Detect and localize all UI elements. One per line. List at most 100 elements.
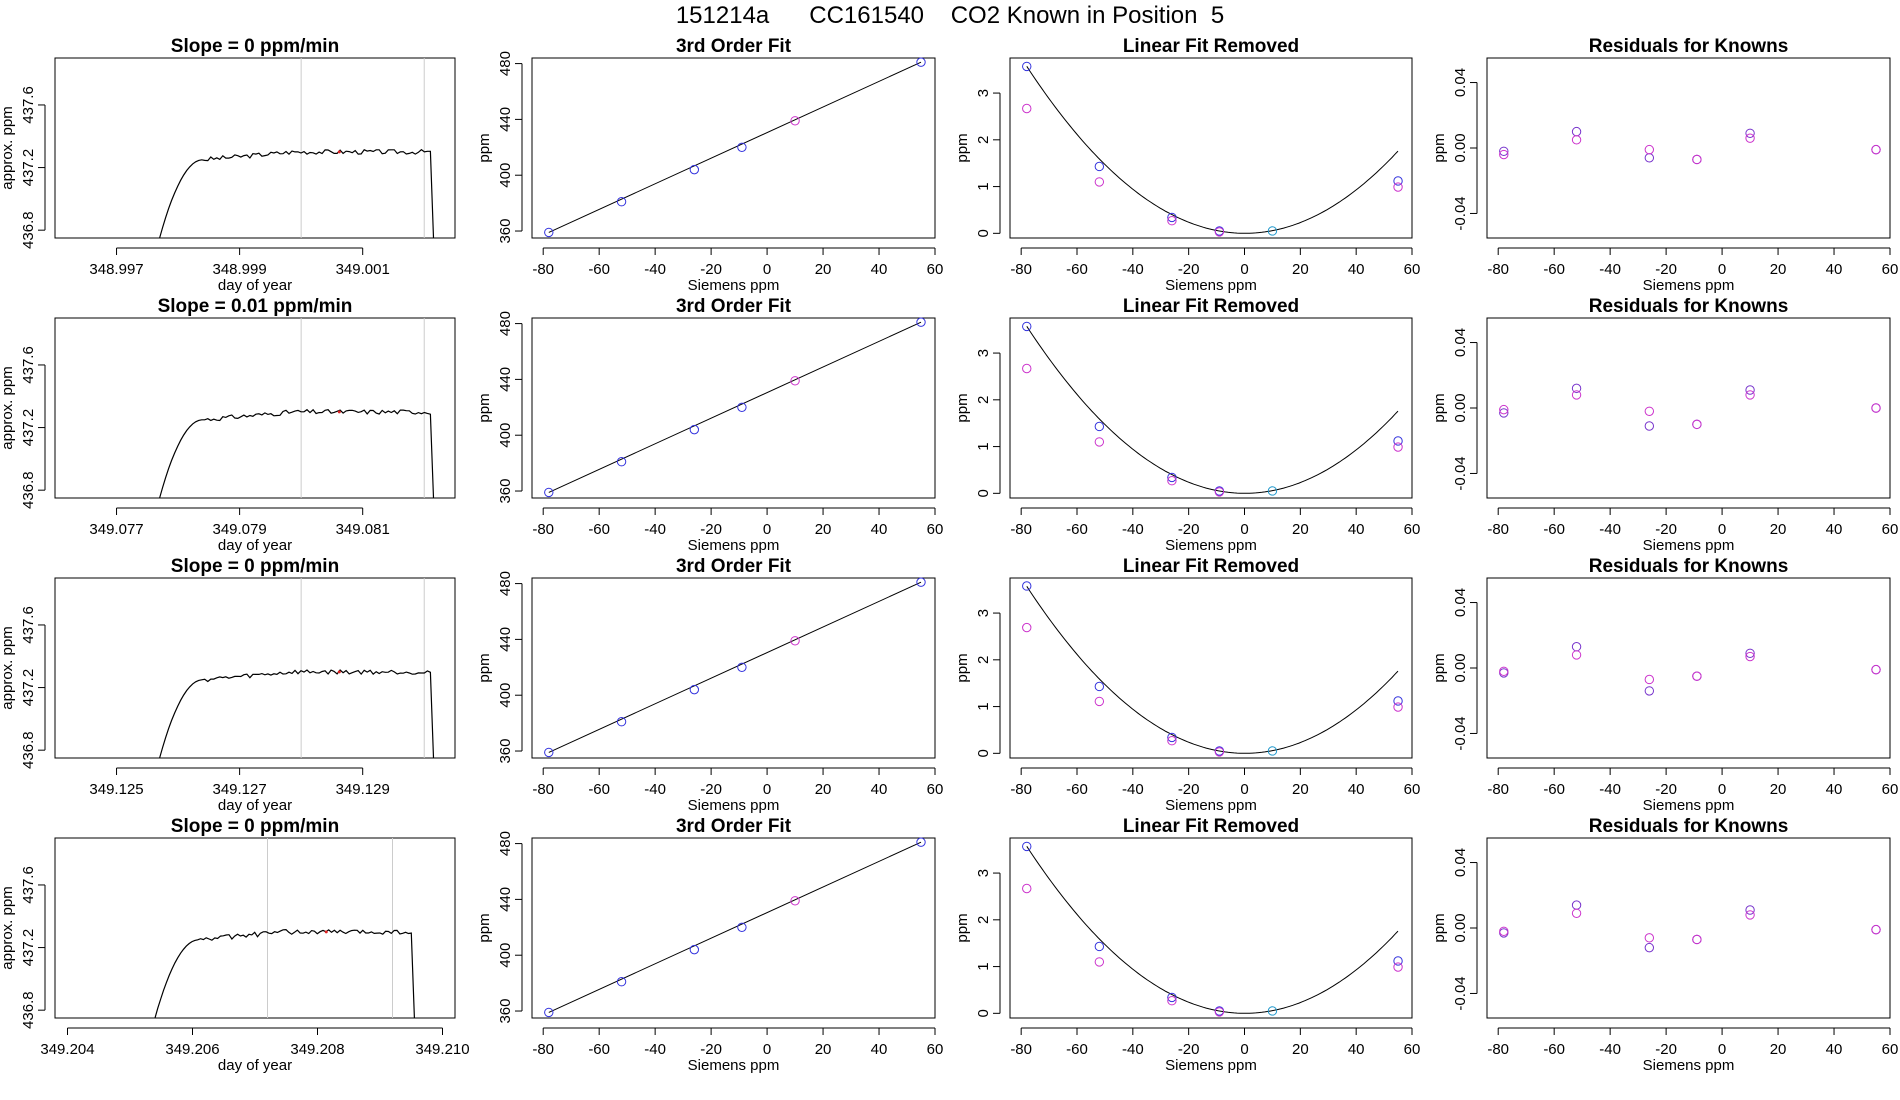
panel-2-2: 3rd Order Fit -80 -60 -40 -20 0 20 40 60 360 400 44… bbox=[476, 296, 943, 554]
x-tick-label: -80 bbox=[1010, 1041, 1032, 1058]
x-tick-label: -60 bbox=[588, 1041, 610, 1058]
y-tick-label: 0 bbox=[975, 229, 992, 237]
y-axis-label: ppm bbox=[1431, 913, 1448, 942]
data-point-blue bbox=[737, 922, 747, 933]
x-tick-label: 0 bbox=[1718, 781, 1726, 798]
x-tick-label: 40 bbox=[1826, 521, 1843, 538]
data-point-magenta bbox=[1871, 403, 1881, 413]
x-tick-label: 60 bbox=[927, 1041, 944, 1058]
x-tick-label: 349.081 bbox=[336, 521, 390, 538]
x-tick-label: 60 bbox=[1404, 1041, 1421, 1058]
data-point-cyan bbox=[1267, 486, 1278, 496]
concentration-trace bbox=[159, 408, 435, 499]
y-tick-label: 0.04 bbox=[1452, 68, 1469, 97]
data-point-magenta bbox=[1393, 702, 1403, 712]
x-tick-label: 0 bbox=[763, 1041, 771, 1058]
data-point-magenta bbox=[1871, 924, 1881, 935]
x-tick-label: 349.129 bbox=[336, 781, 390, 798]
concentration-trace bbox=[154, 928, 415, 1019]
x-tick-label: 20 bbox=[1770, 261, 1787, 278]
data-point-magenta bbox=[1571, 135, 1582, 145]
data-point-magenta bbox=[1745, 910, 1755, 920]
panel-title: 3rd Order Fit bbox=[676, 816, 792, 837]
panel-title: Linear Fit Removed bbox=[1123, 36, 1299, 57]
x-tick-label: 349.077 bbox=[89, 521, 143, 538]
x-tick-label: -60 bbox=[1543, 1041, 1565, 1058]
data-point-purple bbox=[1644, 942, 1655, 953]
fit-line bbox=[548, 321, 922, 493]
data-point-blue bbox=[1022, 61, 1032, 72]
x-tick-label: 20 bbox=[815, 781, 832, 798]
panel-title: Slope = 0 ppm/min bbox=[171, 816, 339, 837]
data-point-blue bbox=[689, 164, 700, 175]
x-tick-label: -60 bbox=[1543, 521, 1565, 538]
data-point-blue bbox=[544, 747, 554, 758]
y-axis-label: ppm bbox=[954, 653, 971, 682]
data-point-blue bbox=[737, 402, 747, 413]
panel-3-1: Slope = 0 ppm/min 349.125 349.127 349.129 43… bbox=[0, 556, 456, 814]
data-point-magenta bbox=[1571, 650, 1582, 660]
x-axis-label: day of year bbox=[218, 797, 292, 814]
x-tick-label: -40 bbox=[1599, 1041, 1621, 1058]
y-tick-label: 437.6 bbox=[20, 86, 37, 124]
plot-frame bbox=[1486, 837, 1891, 1019]
x-axis-label: Siemens ppm bbox=[1643, 1057, 1735, 1074]
y-tick-label: 480 bbox=[497, 311, 514, 336]
x-tick-label: -20 bbox=[1655, 781, 1677, 798]
y-tick-label: 360 bbox=[497, 999, 514, 1024]
plot-frame bbox=[1009, 577, 1413, 759]
x-tick-label: 40 bbox=[1348, 781, 1365, 798]
y-tick-label: 400 bbox=[497, 943, 514, 968]
x-tick-label: 60 bbox=[1404, 521, 1421, 538]
data-point-magenta bbox=[1571, 390, 1582, 400]
y-tick-label: 1 bbox=[975, 702, 992, 710]
y-axis-label: ppm bbox=[954, 393, 971, 422]
x-tick-label: -60 bbox=[1543, 781, 1565, 798]
y-tick-label: -0.04 bbox=[1452, 196, 1469, 230]
data-point-blue bbox=[616, 197, 627, 207]
plot-frame bbox=[531, 57, 936, 239]
concentration-trace bbox=[159, 148, 435, 239]
data-point-magenta bbox=[1214, 487, 1225, 497]
data-point-purple bbox=[1499, 146, 1509, 156]
y-tick-label: 480 bbox=[497, 51, 514, 76]
data-point-magenta bbox=[1499, 666, 1509, 676]
data-point-magenta bbox=[1022, 883, 1032, 894]
data-point-blue bbox=[916, 577, 926, 587]
plot-frame bbox=[54, 317, 456, 499]
x-tick-label: 0 bbox=[763, 521, 771, 538]
data-point-magenta bbox=[1393, 442, 1403, 452]
data-point-cyan bbox=[1267, 746, 1278, 756]
data-point-magenta bbox=[1167, 216, 1177, 226]
data-point-magenta bbox=[1499, 149, 1509, 160]
y-tick-label: 3 bbox=[975, 609, 992, 617]
y-tick-label: 437.6 bbox=[20, 606, 37, 644]
x-tick-label: -20 bbox=[1178, 1041, 1200, 1058]
x-tick-label: 0 bbox=[1240, 1041, 1248, 1058]
y-tick-label: 400 bbox=[497, 163, 514, 188]
y-tick-label: 436.8 bbox=[20, 211, 37, 249]
data-point-blue bbox=[1022, 581, 1032, 591]
panel-title: 3rd Order Fit bbox=[676, 36, 792, 57]
x-tick-label: -20 bbox=[700, 521, 722, 538]
data-point-magenta bbox=[1094, 177, 1105, 187]
x-tick-label: -60 bbox=[1066, 261, 1088, 278]
y-tick-label: 400 bbox=[497, 683, 514, 708]
data-point-magenta bbox=[1167, 476, 1177, 486]
y-tick-label: 0.00 bbox=[1452, 133, 1469, 162]
data-point-magenta bbox=[1644, 933, 1655, 943]
x-tick-label: -80 bbox=[532, 261, 554, 278]
y-axis-label: approx. ppm bbox=[0, 366, 16, 449]
data-point-magenta bbox=[1871, 144, 1881, 155]
plot-frame bbox=[531, 577, 936, 759]
x-axis-label: Siemens ppm bbox=[1643, 797, 1735, 814]
y-tick-label: 436.8 bbox=[20, 731, 37, 769]
data-point-magenta bbox=[1644, 144, 1655, 155]
y-axis-label: ppm bbox=[1431, 653, 1448, 682]
y-tick-label: -0.04 bbox=[1452, 976, 1469, 1010]
data-point-cyan bbox=[1267, 226, 1278, 236]
x-tick-label: 20 bbox=[1292, 781, 1309, 798]
panel-1-1: Slope = 0 ppm/min 348.997 348.999 349.001 43… bbox=[0, 36, 456, 294]
x-tick-label: -60 bbox=[1066, 1041, 1088, 1058]
data-point-purple bbox=[1571, 126, 1582, 137]
